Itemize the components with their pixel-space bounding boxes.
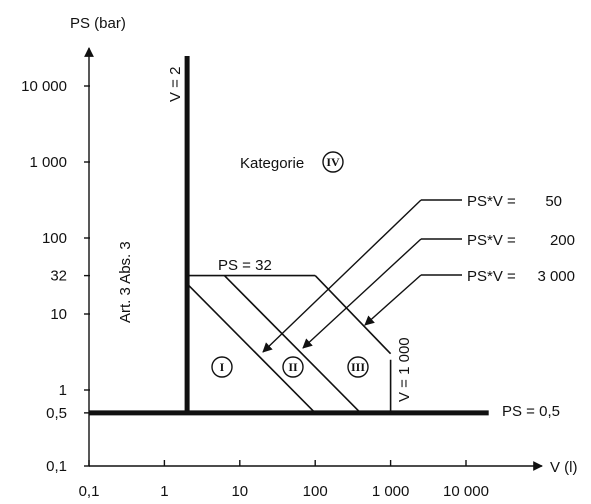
label-ps32: PS = 32	[218, 257, 272, 274]
callout-psv200-value: 200	[550, 232, 575, 249]
region-iii-circle	[347, 356, 369, 378]
boundary-psv3000-line	[314, 275, 392, 355]
label-art3: Art. 3 Abs. 3	[117, 241, 134, 323]
x-tick-label-100: 100	[303, 483, 328, 500]
callout-psv3000-lead: PS*V =	[467, 268, 516, 285]
callout-psv50: PS*V = 50	[262, 193, 562, 353]
x-tick-label-10: 10	[231, 483, 248, 500]
label-v2: V = 2	[167, 67, 184, 102]
x-ticks: 0,1 1 10 100 1 000 10 000	[79, 460, 489, 500]
y-tick-label-0-1: 0,1	[46, 458, 67, 475]
y-tick-label-10-000: 10 000	[21, 78, 67, 95]
y-tick-label-0-5: 0,5	[46, 405, 67, 422]
x-tick-label-1: 1	[160, 483, 168, 500]
callout-psv200: PS*V = 200	[302, 232, 575, 349]
y-tick-label-32: 32	[50, 268, 67, 285]
callout-psv50-lead: PS*V =	[467, 193, 516, 210]
region-iii-numeral: III	[351, 360, 365, 374]
y-tick-label-1: 1	[59, 382, 67, 399]
callout-psv3000: PS*V = 3 000	[364, 268, 575, 326]
region-ii-numeral: II	[288, 360, 298, 374]
x-axis-label: V (l)	[550, 459, 578, 476]
region-iv-numeral: IV	[326, 155, 340, 169]
label-ps05: PS = 0,5	[502, 403, 560, 420]
callout-psv200-lead: PS*V =	[467, 232, 516, 249]
boundary-psv200-line	[223, 275, 362, 414]
label-kategorie: Kategorie	[240, 155, 304, 172]
y-tick-label-100: 100	[42, 230, 67, 247]
region-i-circle	[211, 356, 233, 378]
x-tick-label-0-1: 0,1	[79, 483, 100, 500]
y-axis-label: PS (bar)	[70, 15, 126, 32]
callout-psv50-value: 50	[545, 193, 562, 210]
callout-psv3000-value: 3 000	[537, 268, 575, 285]
y-tick-label-10: 10	[50, 306, 67, 323]
y-ticks: 0,1 0,5 1 10 32 100 1 000 10 000	[21, 78, 90, 475]
y-tick-label-1-000: 1 000	[29, 154, 67, 171]
boundary-lines	[89, 56, 489, 416]
x-tick-label-1-000: 1 000	[372, 483, 410, 500]
region-i-numeral: I	[220, 360, 225, 374]
label-v1000: V = 1 000	[396, 337, 413, 402]
region-ii-circle	[282, 356, 304, 378]
boundary-psv50-line	[186, 283, 316, 414]
region-iv-circle	[322, 151, 344, 173]
x-tick-label-10-000: 10 000	[443, 483, 489, 500]
